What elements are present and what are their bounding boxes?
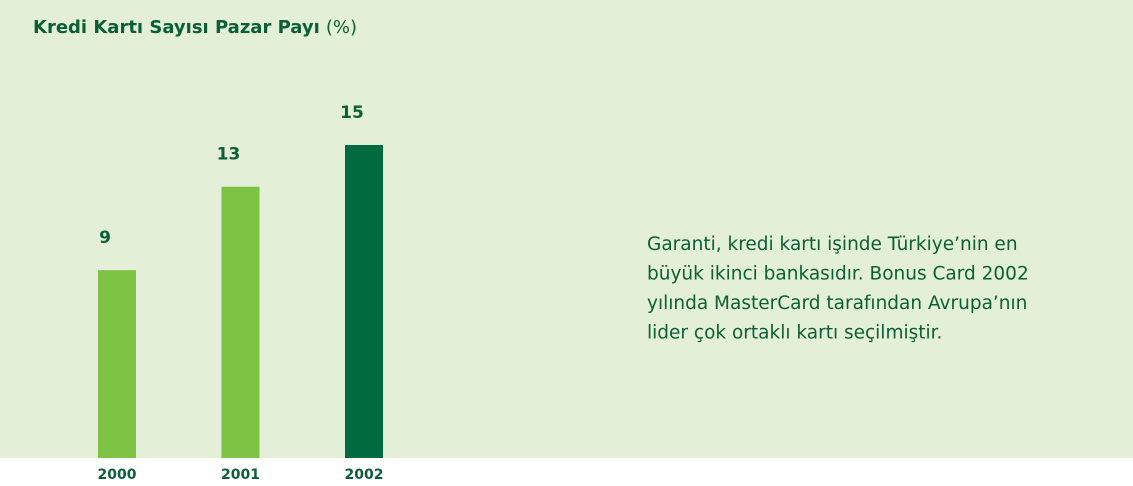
annotation-line: yılında MasterCard tarafından Avrupa’nın (647, 293, 1027, 314)
value-label: 9 (99, 228, 111, 248)
bar (345, 145, 383, 458)
panel-background (0, 0, 1133, 458)
x-tick-label: 2002 (345, 467, 384, 483)
annotation-line: büyük ikinci bankasıdır. Bonus Card 2002 (647, 264, 1029, 285)
chart-title: Kredi Kartı Sayısı Pazar Payı (%) (33, 17, 357, 38)
value-label: 15 (340, 103, 364, 123)
value-label: 13 (217, 145, 241, 165)
bar (98, 270, 136, 458)
x-tick-label: 2000 (98, 467, 137, 483)
annotation-line: lider çok ortaklı kartı seçilmiştir. (647, 323, 942, 344)
title-unit: (%) (326, 17, 357, 38)
annotation-line: Garanti, kredi kartı işinde Türkiye’nin … (647, 234, 1018, 255)
x-tick-label: 2001 (221, 467, 260, 483)
bar (221, 186, 260, 458)
title-text: Kredi Kartı Sayısı Pazar Payı (33, 17, 320, 38)
